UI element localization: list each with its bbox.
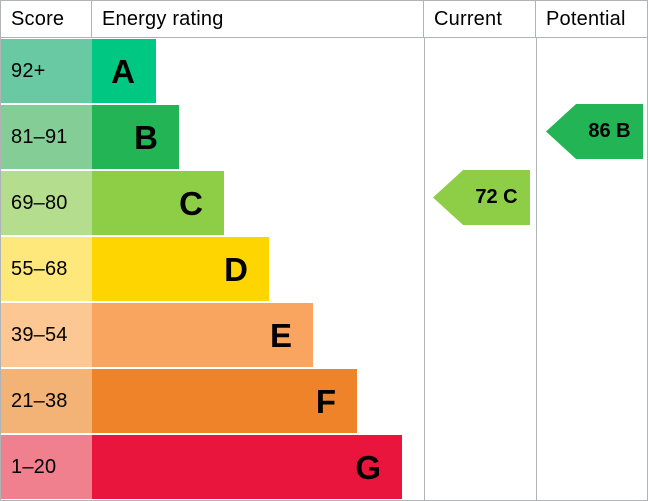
band-score-range: 1–20	[1, 435, 92, 499]
band-row: 21–38 F	[1, 368, 647, 434]
band-row: 1–20 G	[1, 434, 647, 500]
chart-header-row: Score Energy rating Current Potential	[1, 1, 647, 38]
band-letter: C	[179, 184, 203, 222]
potential-rating-label: 86 B	[588, 120, 631, 142]
band-letter: D	[224, 250, 248, 288]
band-bar: G	[92, 435, 402, 499]
band-letter: A	[111, 52, 135, 90]
band-rows: 92+ A 81–91 B 69–80 C 55–68 D 39–54 E 21…	[1, 38, 647, 500]
band-score-range: 69–80	[1, 171, 92, 235]
band-bar: E	[92, 303, 313, 367]
band-row: 55–68 D	[1, 236, 647, 302]
current-rating-label: 72 C	[475, 186, 518, 208]
header-current: Current	[424, 1, 536, 37]
header-energy-rating: Energy rating	[92, 1, 424, 37]
band-letter: E	[269, 316, 292, 354]
band-score-range: 55–68	[1, 237, 92, 301]
header-score: Score	[1, 1, 92, 37]
band-score-range: 21–38	[1, 369, 92, 433]
band-bar: D	[92, 237, 269, 301]
current-column-divider	[424, 38, 425, 500]
band-row: 92+ A	[1, 38, 647, 104]
potential-column-divider	[536, 38, 537, 500]
band-letter: F	[315, 382, 336, 420]
band-score-range: 92+	[1, 39, 92, 103]
band-score-range: 81–91	[1, 105, 92, 169]
band-row: 81–91 B	[1, 104, 647, 170]
band-bar: F	[92, 369, 357, 433]
band-bar: B	[92, 105, 179, 169]
band-bar: A	[92, 39, 156, 103]
band-row: 39–54 E	[1, 302, 647, 368]
band-bar: C	[92, 171, 224, 235]
chart-body: 92+ A 81–91 B 69–80 C 55–68 D 39–54 E 21…	[1, 38, 647, 500]
band-letter: G	[355, 448, 381, 486]
header-potential: Potential	[546, 7, 626, 30]
band-letter: B	[134, 118, 158, 156]
band-score-range: 39–54	[1, 303, 92, 367]
band-row: 69–80 C	[1, 170, 647, 236]
